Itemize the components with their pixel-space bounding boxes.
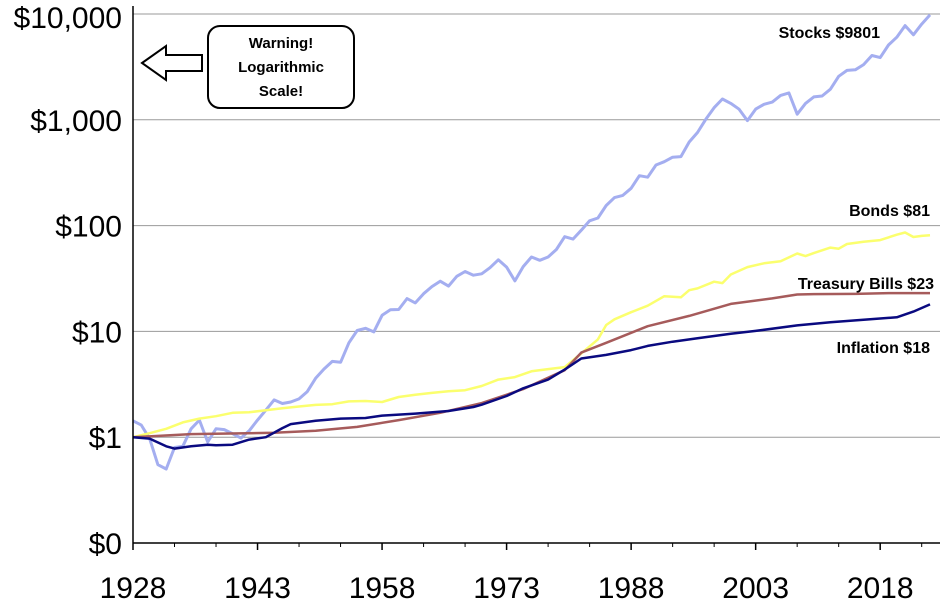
- warning-text-line: Logarithmic: [238, 59, 324, 76]
- x-tick-labels: 1928 1943 1958 1973 1988 2003 2018: [100, 572, 914, 605]
- axes: [132, 6, 940, 550]
- x-tick-label: 1943: [224, 572, 291, 605]
- gridlines: [133, 13, 940, 438]
- y-tick-label: $10: [72, 316, 122, 349]
- series-lines: [132, 13, 932, 471]
- bonds-label: Bonds $81: [849, 203, 930, 220]
- y-tick-label: $0: [89, 528, 122, 561]
- log-scale-warning: Warning! Logarithmic Scale!: [140, 25, 355, 109]
- x-tick-label: 1973: [473, 572, 540, 605]
- x-tick-label: 2003: [722, 572, 789, 605]
- bonds-line: [132, 231, 931, 439]
- bills-line: [132, 291, 930, 439]
- y-tick-label: $1,000: [30, 105, 122, 138]
- x-tick-label: 2018: [847, 572, 914, 605]
- inflation-label: Inflation $18: [837, 340, 930, 357]
- left-arrow-icon: [140, 44, 203, 82]
- inflation-line: [132, 303, 931, 450]
- x-tick-label: 1958: [349, 572, 416, 605]
- series-labels: Stocks $9801 Bonds $81 Treasury Bills $23 I…: [779, 25, 935, 357]
- y-tick-label: $1: [89, 422, 122, 455]
- bills-label: Treasury Bills $23: [798, 276, 934, 293]
- y-tick-labels: $0 $1 $10 $100 $1,000 $10,000: [14, 2, 122, 561]
- warning-box: [207, 25, 355, 109]
- x-tick-label: 1928: [100, 572, 167, 605]
- x-tick-label: 1988: [598, 572, 665, 605]
- y-tick-label: $10,000: [14, 2, 122, 35]
- y-tick-label: $100: [55, 211, 122, 244]
- warning-text-line: Scale!: [259, 83, 303, 100]
- warning-text-line: Warning!: [249, 35, 313, 52]
- stocks-label: Stocks $9801: [779, 25, 881, 42]
